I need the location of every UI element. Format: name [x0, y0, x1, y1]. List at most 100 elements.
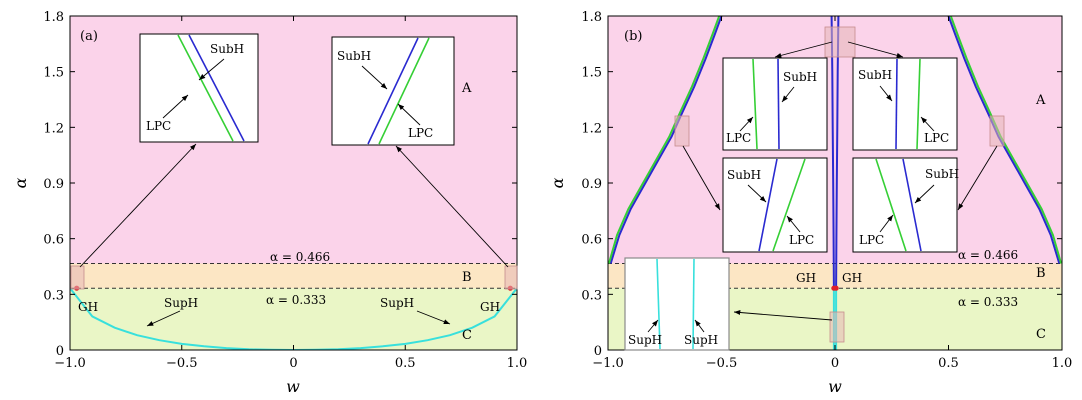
panel-b-inset-bl-arrow-left [647, 319, 659, 333]
panel-b-region-c-label: C [1036, 327, 1046, 342]
panel-b-xtick-label-4: 1.0 [1052, 356, 1073, 371]
panel-a-label: (a) [80, 29, 98, 44]
panel-a-inset-left-subh-line [188, 34, 245, 142]
panel-a-annotation-suph-left: SupH [164, 296, 198, 310]
panel-a-inset-left-lpc-label: LPC [146, 119, 171, 133]
panel-b-region-b-label: B [1036, 266, 1046, 281]
panel-b-threshold-label-0333: α = 0.333 [958, 295, 1018, 309]
panel-a-inset-left-lpc-line [177, 34, 234, 142]
panel-a-ytick-label-2: 0.6 [43, 233, 64, 248]
panel-a-zoom-box-right [504, 265, 518, 290]
panel-b-inset-tr-subh-line [895, 58, 898, 150]
panel-b: −1.0 −0.5 0 0.5 1.0 0 0.3 0.6 0.9 1.2 1.5 1.8 (b) w… [548, 10, 1072, 396]
panel-b-zoom-box-bottom [829, 311, 845, 343]
panel-a-xtick-label-0: −1.0 [54, 356, 86, 371]
panel-a-series-suph-0 [70, 287, 517, 350]
panel-b-inset-ml-subh-arrow [747, 184, 767, 203]
panel-b-inset-ml-lpc-line [772, 158, 806, 252]
panel-a-region-b-label: B [462, 270, 472, 285]
panel-b-inset-mr-subh-label: SubH [925, 167, 959, 181]
panel-b-inset-ml-lpc-label: LPC [789, 233, 814, 247]
panel-a-ytick-label-4: 1.2 [43, 121, 64, 136]
panel-a-region-c-label: C [462, 328, 472, 343]
panel-b-inset-mr-subh-line [902, 158, 922, 252]
panel-a-annotation-gh-right: GH [480, 300, 500, 314]
panel-a-ytick-label-1: 0.3 [43, 288, 64, 303]
panel-a-region-b [70, 263, 517, 289]
panel-b-inset-bl-suph-line-right [692, 258, 695, 350]
panel-a-inset-left-subh-arrow [198, 58, 225, 81]
panel-b-points [831, 285, 839, 291]
panel-b-inset-bl-suph-label-right: SupH [684, 333, 718, 347]
panel-b-zoom-arrow-bottom [733, 310, 833, 321]
panel-a-ytick-label-3: 0.9 [43, 177, 64, 192]
panel-b-ytick-label-2: 0.6 [581, 233, 602, 248]
panel-a-ticks: −1.0 −0.5 0 0.5 1.0 0 0.3 0.6 0.9 1.2 1.5 1.8 [43, 10, 527, 371]
panel-a-zoom-arrow-right [395, 145, 509, 268]
panel-a-inset-right-lpc-label: LPC [408, 126, 433, 140]
panel-b-zoom-arrow-top-right [847, 41, 904, 58]
panel-b-xlabel: w [828, 377, 842, 396]
panel-b-inset-tl-lpc-line [752, 58, 758, 150]
panel-a-inset-right-subh-label: SubH [337, 49, 371, 63]
panel-a-ytick-label-6: 1.8 [43, 10, 64, 25]
panel-a-ylabel: α [11, 177, 30, 188]
panel-b-threshold-label-0466: α = 0.466 [958, 248, 1018, 262]
panel-b-zoom-box-right [989, 115, 1005, 147]
panel-a-zoom-arrow-left [79, 143, 197, 268]
panel-b-inset-tl-subh-line [777, 58, 780, 150]
panel-b-point-gh-1 [833, 285, 839, 291]
panel-b-inset-top-left: SubH LPC [722, 57, 828, 151]
panel-b-xtick-label-0: −1.0 [592, 356, 624, 371]
panel-a-region-a-label: A [461, 81, 472, 96]
panel-a-xlabel: w [286, 377, 300, 396]
panel-b-inset-mid-right: SubH LPC [852, 157, 959, 253]
panel-a-inset-right-lpc-line [378, 37, 430, 145]
panel-b-inset-tr-lpc-line [916, 58, 921, 150]
panel-b-inset-mr-lpc-label: LPC [859, 233, 884, 247]
panel-a-series [70, 287, 517, 350]
panel-b-inset-tr-lpc-label: LPC [924, 131, 949, 145]
panel-a-inset-right-subh-arrow [361, 65, 388, 90]
panel-b-inset-bl-arrow-right [694, 319, 705, 333]
panel-b-xtick-label-1: −0.5 [706, 356, 738, 371]
panel-a-ytick-label-0: 0 [56, 344, 64, 359]
panel-b-inset-tl-lpc-label: LPC [726, 131, 751, 145]
panel-b-inset-top-right: SubH LPC [852, 57, 958, 151]
panel-b-inset-bl-suph-line-left [656, 258, 661, 350]
panel-b-inset-tr-subh-arrow [879, 85, 893, 102]
panel-b-inset-bottom-left: SupH SupH [624, 257, 730, 351]
panel-b-inset-tl-subh-arrow [781, 86, 795, 103]
panel-b-inset-tr-lpc-arrow [920, 116, 935, 132]
panel-b-inset-mr-lpc-line [875, 158, 907, 252]
panel-b-inset-tr-subh-label: SubH [858, 68, 892, 82]
panel-b-inset-mid-left: SubH LPC [722, 157, 828, 253]
panel-a-inset-right-lpc-arrow [397, 103, 421, 126]
panel-b-inset-ml-subh-line [758, 158, 778, 252]
panel-a-annotation-suph-right: SupH [380, 296, 414, 310]
panel-b-zoom-arrow-top-left [774, 41, 833, 58]
panel-b-inset-bl-suph-label-left: SupH [628, 333, 662, 347]
panel-b-xtick-label-2: 0 [831, 356, 839, 371]
panel-b-xtick-label-3: 0.5 [938, 356, 959, 371]
panel-b-zoom-arrow-left [682, 145, 721, 211]
panel-b-zoom-arrow-right [957, 145, 998, 211]
panel-b-label: (b) [624, 29, 642, 44]
panel-b-inset-mr-subh-arrow [914, 184, 935, 204]
panel-a-arrow-suph-left [146, 310, 181, 327]
panel-b-ytick-label-0: 0 [594, 344, 602, 359]
panel-a-inset-right: SubH LPC [331, 36, 455, 146]
panel-a-threshold-label-0466: α = 0.466 [270, 250, 330, 264]
panel-a-threshold-label-0333: α = 0.333 [266, 293, 326, 307]
panel-b-inset-ml-subh-label: SubH [727, 168, 761, 182]
panel-a-annotation-gh-left: GH [78, 300, 98, 314]
panel-a-inset-left-subh-label: SubH [210, 42, 244, 56]
panel-a-xtick-label-1: −0.5 [166, 356, 198, 371]
panel-a-threshold-lines [70, 263, 517, 289]
panel-b-ytick-label-6: 1.8 [581, 10, 602, 25]
panel-a-ytick-label-5: 1.5 [43, 66, 64, 81]
panel-b-ytick-label-3: 0.9 [581, 177, 602, 192]
panel-b-ytick-label-4: 1.2 [581, 121, 602, 136]
panel-b-inset-tl-lpc-arrow [739, 116, 754, 132]
